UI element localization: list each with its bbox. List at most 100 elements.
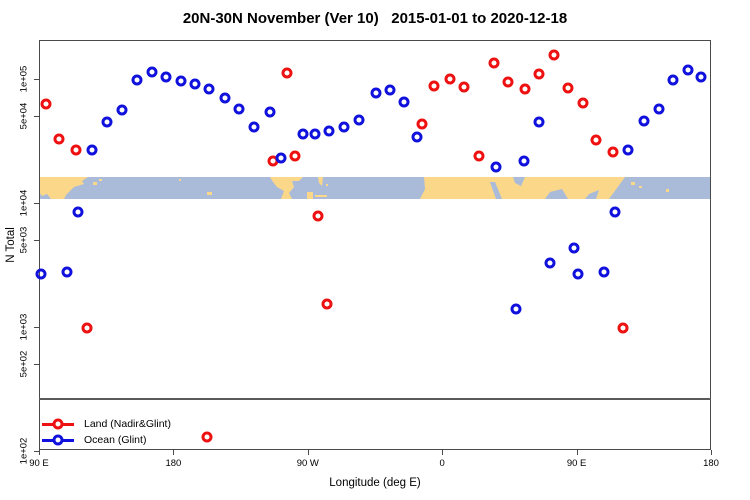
legend-label-ocean: Ocean (Glint) (84, 434, 147, 446)
x-axis-tick-label: 90 E (566, 458, 587, 469)
data-point (490, 161, 502, 173)
data-point (607, 146, 619, 158)
y-axis-tick (34, 364, 39, 366)
map-sea-persian-gulf (513, 177, 525, 186)
map-island (326, 184, 328, 186)
data-point (312, 210, 324, 222)
data-point (203, 83, 215, 95)
legend-divider-line (39, 398, 711, 400)
map-island-cuba (315, 195, 327, 197)
data-point (70, 144, 82, 155)
data-point (416, 118, 428, 130)
map-land-florida (318, 177, 323, 186)
data-point (101, 116, 113, 128)
data-point (248, 121, 260, 133)
map-island (666, 189, 669, 192)
map-land-africa-asia (420, 177, 625, 199)
data-point (72, 206, 84, 218)
data-point (653, 103, 665, 115)
y-axis-tick-label: 1e+03 (18, 313, 30, 341)
data-point (562, 82, 574, 94)
data-point (548, 49, 560, 61)
y-axis-tick-label: 5e+02 (18, 350, 30, 378)
chart-title: 20N-30N November (Ver 10) 2015-01-01 to … (182, 10, 568, 27)
data-point (201, 431, 213, 443)
x-axis-tick (307, 450, 309, 455)
data-point (398, 96, 410, 108)
data-point (384, 84, 396, 96)
x-axis-tick-label: 90 E (29, 458, 49, 469)
data-point (281, 67, 293, 79)
data-point (590, 134, 602, 146)
map-island (631, 182, 635, 185)
map-island (639, 186, 642, 188)
map-land-asia-east (39, 177, 88, 199)
data-point (264, 106, 276, 118)
y-axis-tick (34, 116, 39, 118)
data-point (116, 104, 128, 116)
data-point (533, 116, 545, 128)
y-axis-tick (34, 451, 39, 452)
data-point (289, 150, 301, 162)
y-axis-tick (34, 240, 39, 242)
data-point (488, 57, 500, 69)
y-axis-tick-label: 1e+04 (18, 189, 30, 217)
data-point (131, 74, 143, 86)
legend-item-land: Land (Nadir&Glint) (42, 416, 171, 432)
data-point (695, 71, 707, 83)
data-point (622, 144, 634, 155)
data-point (275, 152, 287, 164)
data-point (519, 83, 531, 95)
data-point (160, 71, 172, 83)
data-point (233, 103, 245, 115)
data-point (189, 78, 201, 90)
map-island (93, 182, 97, 185)
data-point (617, 322, 629, 334)
x-axis-tick-label: 0 (439, 458, 445, 469)
data-point (86, 144, 98, 155)
map-island (179, 179, 181, 181)
y-axis-tick-label: 5e+04 (18, 102, 30, 130)
x-axis-title: Longitude (deg E) (329, 477, 421, 489)
y-axis-tick-label: 1e+02 (18, 437, 30, 465)
data-point (502, 76, 514, 88)
legend: Land (Nadir&Glint) Ocean (Glint) (42, 416, 171, 448)
map-island-hawaii (207, 192, 212, 195)
data-point (544, 257, 556, 269)
data-point (598, 266, 610, 278)
data-point (81, 322, 93, 334)
data-point (682, 64, 694, 76)
y-axis-tick (34, 203, 39, 204)
data-point (61, 266, 73, 278)
data-point (297, 128, 309, 140)
data-point (175, 75, 187, 87)
x-axis-tick-label: 90 W (296, 458, 319, 469)
data-point (40, 98, 52, 110)
y-axis-title: N Total (5, 227, 17, 263)
data-point (572, 268, 584, 279)
data-point (458, 81, 470, 93)
map-strip (39, 177, 711, 199)
data-point (219, 92, 231, 104)
data-point (473, 150, 485, 162)
legend-item-ocean: Ocean (Glint) (42, 432, 171, 448)
data-point (338, 121, 350, 133)
data-point (444, 73, 456, 85)
data-point (667, 74, 679, 86)
x-axis-tick (39, 450, 40, 455)
y-axis-tick (34, 327, 39, 328)
map-island (99, 179, 102, 181)
x-axis-tick-label: 180 (703, 458, 719, 469)
data-point (568, 242, 580, 254)
land-marker-icon (42, 418, 74, 430)
ocean-marker-icon (42, 434, 74, 446)
data-point (146, 66, 158, 78)
map-land-mexico (270, 177, 303, 199)
data-point (321, 298, 333, 310)
data-point (533, 68, 545, 80)
data-point (577, 97, 589, 109)
data-point (370, 87, 382, 99)
data-point (638, 115, 650, 127)
data-point (510, 303, 522, 315)
